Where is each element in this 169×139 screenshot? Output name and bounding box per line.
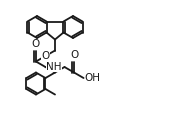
Text: NH: NH [46,62,62,72]
Text: OH: OH [84,73,101,83]
Text: O: O [41,51,50,61]
Text: O: O [32,39,40,49]
Text: O: O [70,50,78,60]
